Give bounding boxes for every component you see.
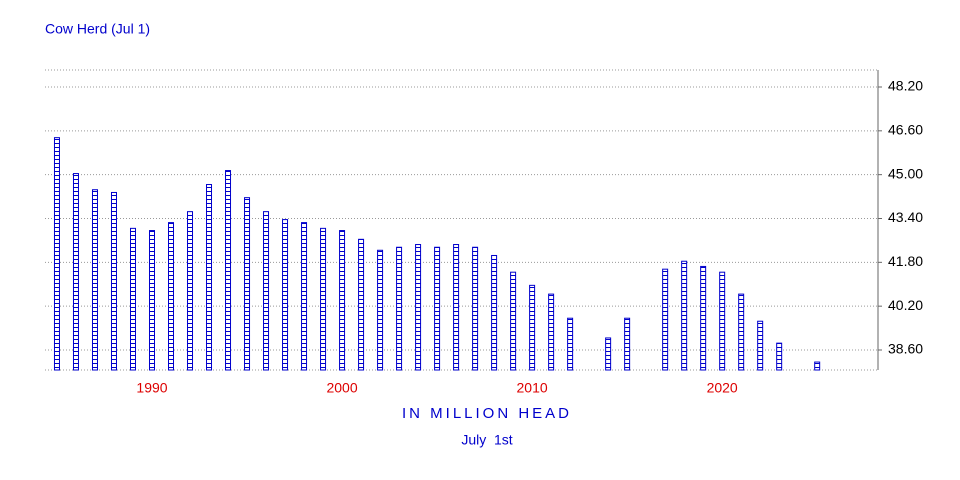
subtitle: July 1st [461, 432, 512, 448]
bar [605, 337, 612, 371]
bar [148, 230, 155, 371]
bar [719, 271, 726, 371]
bar [263, 211, 270, 371]
bar [206, 184, 213, 371]
x-tick-label: 2020 [707, 380, 738, 396]
y-tick-label: 48.20 [888, 78, 923, 94]
bar [624, 317, 631, 371]
bar [377, 249, 384, 371]
bar [396, 246, 403, 371]
y-tick-label: 41.80 [888, 253, 923, 269]
bar [434, 246, 441, 371]
bar [453, 244, 460, 371]
x-tick-label: 2000 [326, 380, 357, 396]
bar [129, 227, 136, 371]
y-tick-label: 45.00 [888, 165, 923, 181]
bar [53, 137, 60, 371]
bar [339, 230, 346, 371]
bar [472, 246, 479, 371]
bar [320, 227, 327, 371]
y-tick-label: 43.40 [888, 209, 923, 225]
bar [738, 293, 745, 371]
y-tick-label: 40.20 [888, 297, 923, 313]
bar [757, 320, 764, 371]
y-tick-label: 38.60 [888, 341, 923, 357]
bar [662, 268, 669, 371]
y-tick-label: 46.60 [888, 122, 923, 138]
bar [110, 191, 117, 371]
bar [72, 173, 79, 371]
x-axis-label: IN MILLION HEAD [402, 405, 572, 422]
bar [301, 222, 308, 371]
bar [187, 211, 194, 371]
bar [491, 254, 498, 371]
bar [529, 284, 536, 371]
bar [168, 222, 175, 371]
x-tick-label: 1990 [136, 380, 167, 396]
bar [567, 317, 574, 371]
bar [282, 219, 289, 371]
bar [358, 238, 365, 371]
bar [681, 260, 688, 371]
bar [510, 271, 517, 371]
bar [244, 197, 251, 371]
bar [91, 189, 98, 371]
bar [225, 170, 232, 371]
bar [814, 361, 821, 371]
bar [700, 265, 707, 371]
bar [415, 244, 422, 371]
chart-title: Cow Herd (Jul 1) [45, 21, 150, 37]
bar [548, 293, 555, 371]
x-tick-label: 2010 [517, 380, 548, 396]
bar [776, 342, 783, 371]
